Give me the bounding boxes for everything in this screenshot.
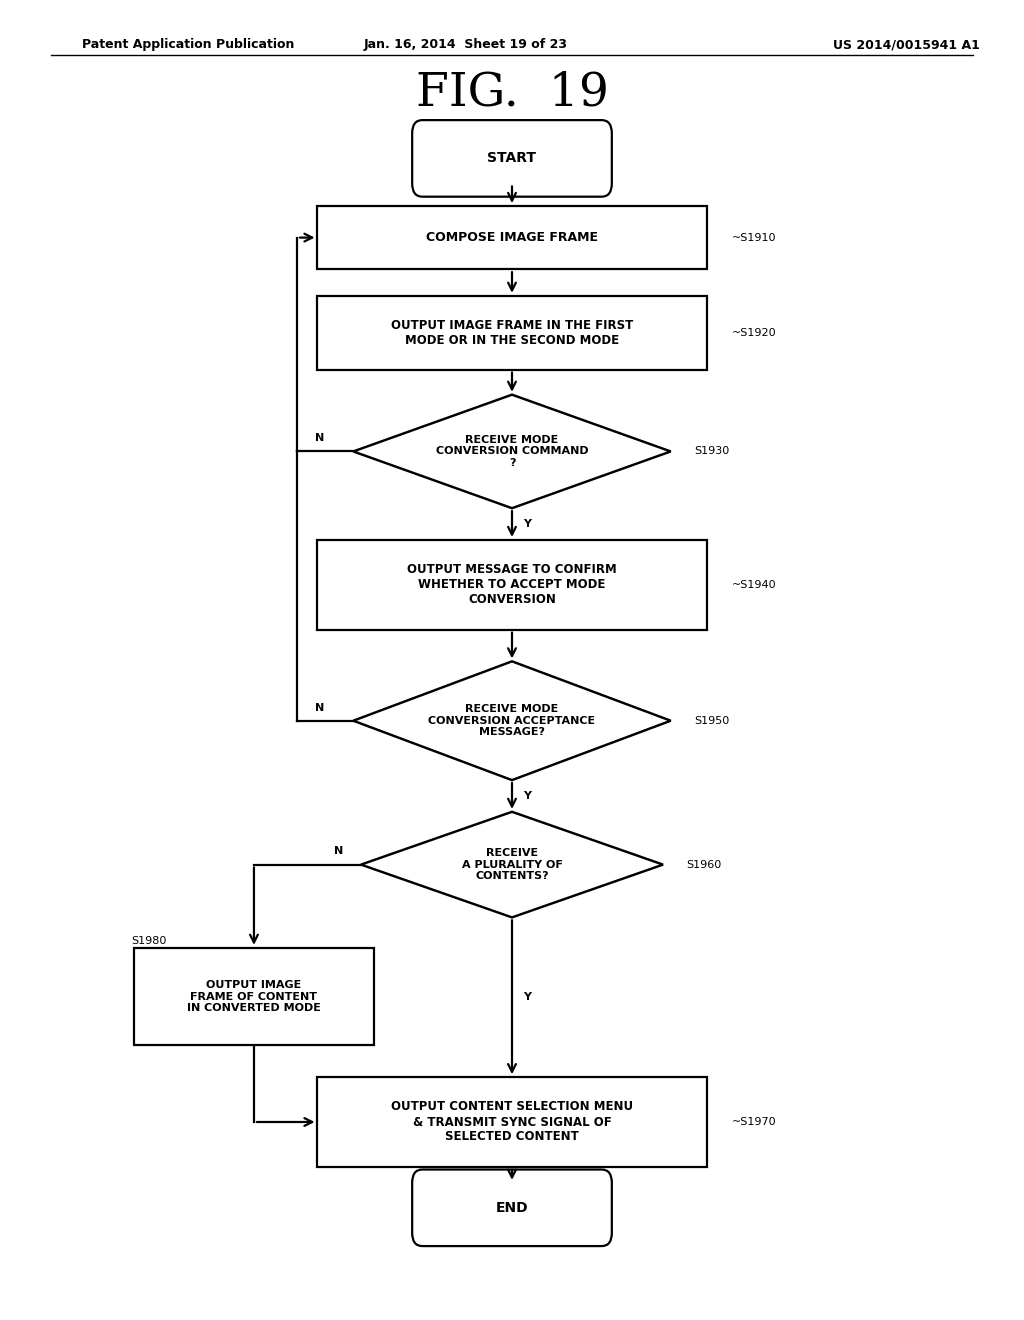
Bar [133,948,375,1045]
Text: ~S1910: ~S1910 [732,232,776,243]
Text: OUTPUT CONTENT SELECTION MENU
& TRANSMIT SYNC SIGNAL OF
SELECTED CONTENT: OUTPUT CONTENT SELECTION MENU & TRANSMIT… [391,1101,633,1143]
Text: ~S1920: ~S1920 [732,327,777,338]
Text: S1950: S1950 [694,715,729,726]
Text: Y: Y [523,791,531,801]
Polygon shape [353,395,671,508]
Text: Jan. 16, 2014  Sheet 19 of 23: Jan. 16, 2014 Sheet 19 of 23 [364,38,568,51]
Text: US 2014/0015941 A1: US 2014/0015941 A1 [833,38,980,51]
Text: Y: Y [523,993,531,1002]
Text: RECEIVE MODE
CONVERSION ACCEPTANCE
MESSAGE?: RECEIVE MODE CONVERSION ACCEPTANCE MESSA… [428,704,596,738]
Text: COMPOSE IMAGE FRAME: COMPOSE IMAGE FRAME [426,231,598,244]
Bar [317,1077,707,1167]
Text: RECEIVE MODE
CONVERSION COMMAND
?: RECEIVE MODE CONVERSION COMMAND ? [435,434,589,469]
Polygon shape [353,661,671,780]
Bar [317,296,707,370]
Bar [317,206,707,269]
Text: Patent Application Publication: Patent Application Publication [82,38,294,51]
Text: END: END [496,1201,528,1214]
Text: ~S1970: ~S1970 [732,1117,777,1127]
Text: START: START [487,152,537,165]
Polygon shape [361,812,664,917]
Text: N: N [334,846,343,857]
FancyBboxPatch shape [412,1170,611,1246]
Bar [317,540,707,630]
Text: S1980: S1980 [131,936,167,946]
Text: N: N [314,702,325,713]
Text: OUTPUT MESSAGE TO CONFIRM
WHETHER TO ACCEPT MODE
CONVERSION: OUTPUT MESSAGE TO CONFIRM WHETHER TO ACC… [408,564,616,606]
FancyBboxPatch shape [412,120,611,197]
Text: ~S1940: ~S1940 [732,579,777,590]
Text: N: N [314,433,325,444]
Text: OUTPUT IMAGE
FRAME OF CONTENT
IN CONVERTED MODE: OUTPUT IMAGE FRAME OF CONTENT IN CONVERT… [187,979,321,1014]
Text: S1960: S1960 [686,859,721,870]
Text: FIG.  19: FIG. 19 [416,70,608,115]
Text: Y: Y [523,519,531,529]
Text: S1930: S1930 [694,446,729,457]
Text: RECEIVE
A PLURALITY OF
CONTENTS?: RECEIVE A PLURALITY OF CONTENTS? [462,847,562,882]
Text: OUTPUT IMAGE FRAME IN THE FIRST
MODE OR IN THE SECOND MODE: OUTPUT IMAGE FRAME IN THE FIRST MODE OR … [391,318,633,347]
